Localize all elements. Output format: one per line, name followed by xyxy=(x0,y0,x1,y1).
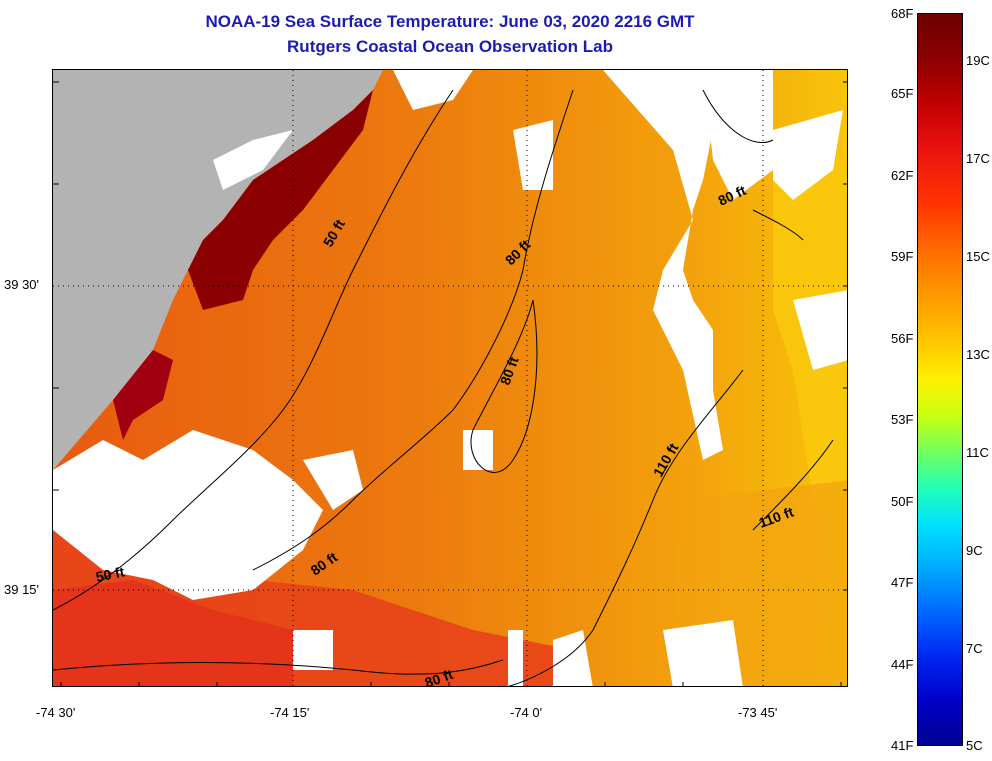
map-subtitle: Rutgers Coastal Ocean Observation Lab xyxy=(287,37,613,56)
colorbar-c-label: 11C xyxy=(966,445,989,460)
colorbar-f-label: 47F xyxy=(891,575,914,590)
colorbar-f-label: 44F xyxy=(891,657,914,672)
contour-label: 50 ft xyxy=(94,563,126,585)
lat-label: 39 30' xyxy=(4,277,40,292)
tick-marks xyxy=(53,81,847,686)
colorbar-c-label: 19C xyxy=(966,53,990,68)
sst-map-graphic: 50 ft 80 ft 80 ft 80 ft 110 ft 110 ft 50… xyxy=(53,70,847,686)
colorbar-f-label: 50F xyxy=(891,494,914,509)
colorbar-f-label: 65F xyxy=(891,86,914,101)
lon-label: -74 15' xyxy=(270,705,310,720)
warm-water-patch xyxy=(53,580,293,686)
land-mass xyxy=(53,70,383,470)
colorbar-c-label: 15C xyxy=(966,249,990,264)
graticule xyxy=(53,70,847,686)
colorbar-c-label: 5C xyxy=(966,738,983,753)
depth-contours xyxy=(53,89,834,686)
lat-label: 39 15' xyxy=(4,582,40,597)
hot-coastal-water xyxy=(188,90,373,310)
colorbar-f-label: 41F xyxy=(891,738,914,753)
map-title: NOAA-19 Sea Surface Temperature: June 03… xyxy=(205,12,695,31)
colorbar-f-label: 62F xyxy=(891,168,914,183)
colorbar-c-label: 9C xyxy=(966,543,983,558)
lon-label: -74 0' xyxy=(510,705,543,720)
colorbar-f-label: 56F xyxy=(891,331,914,346)
colorbar-f-label: 68F xyxy=(891,6,914,21)
lon-label: -73 45' xyxy=(738,705,778,720)
colorbar-c-label: 7C xyxy=(966,641,983,656)
colorbar-c-label: 13C xyxy=(966,347,990,362)
lon-label: -74 30' xyxy=(36,705,76,720)
colorbar-f-label: 59F xyxy=(891,249,914,264)
colorbar-f-label: 53F xyxy=(891,412,914,427)
temperature-colorbar xyxy=(917,13,963,746)
colorbar-c-label: 17C xyxy=(966,151,990,166)
sst-map[interactable]: 50 ft 80 ft 80 ft 80 ft 110 ft 110 ft 50… xyxy=(52,69,848,687)
hot-coastal-water-south xyxy=(113,350,173,440)
